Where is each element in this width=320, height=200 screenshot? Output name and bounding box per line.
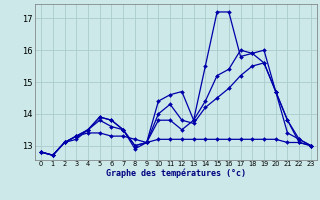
X-axis label: Graphe des températures (°c): Graphe des températures (°c) bbox=[106, 169, 246, 178]
